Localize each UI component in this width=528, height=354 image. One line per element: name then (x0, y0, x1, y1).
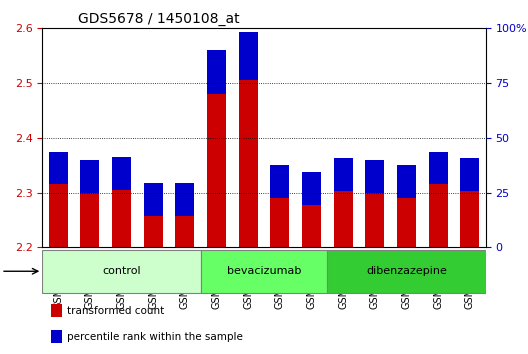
Bar (144, 216, 163, 247)
Text: control: control (102, 266, 141, 276)
Bar (239, 80, 258, 247)
Bar (397, 165, 416, 198)
Bar (302, 205, 321, 247)
Text: dibenzazepine: dibenzazepine (366, 266, 447, 276)
Bar (207, 50, 226, 94)
FancyBboxPatch shape (327, 250, 486, 293)
Bar (175, 216, 194, 247)
Bar (51, 304, 62, 317)
Bar (270, 165, 289, 198)
Bar (334, 191, 353, 247)
Bar (144, 183, 163, 216)
Bar (51, 330, 62, 343)
Bar (365, 160, 384, 193)
Bar (429, 184, 448, 247)
Bar (80, 193, 99, 247)
Bar (175, 183, 194, 216)
Text: GDS5678 / 1450108_at: GDS5678 / 1450108_at (78, 12, 239, 26)
Bar (112, 190, 131, 247)
Bar (270, 198, 289, 247)
Bar (302, 172, 321, 205)
FancyBboxPatch shape (201, 250, 327, 293)
Bar (207, 94, 226, 247)
Bar (112, 157, 131, 190)
Text: bevacizumab: bevacizumab (227, 266, 301, 276)
Bar (239, 32, 258, 80)
Text: percentile rank within the sample: percentile rank within the sample (67, 332, 242, 342)
Bar (80, 160, 99, 193)
Text: transformed count: transformed count (67, 306, 164, 316)
Bar (49, 184, 68, 247)
Bar (460, 191, 479, 247)
Bar (460, 158, 479, 191)
Bar (334, 158, 353, 191)
Bar (397, 198, 416, 247)
Bar (429, 152, 448, 184)
FancyBboxPatch shape (42, 250, 201, 293)
Bar (365, 193, 384, 247)
Bar (49, 152, 68, 184)
